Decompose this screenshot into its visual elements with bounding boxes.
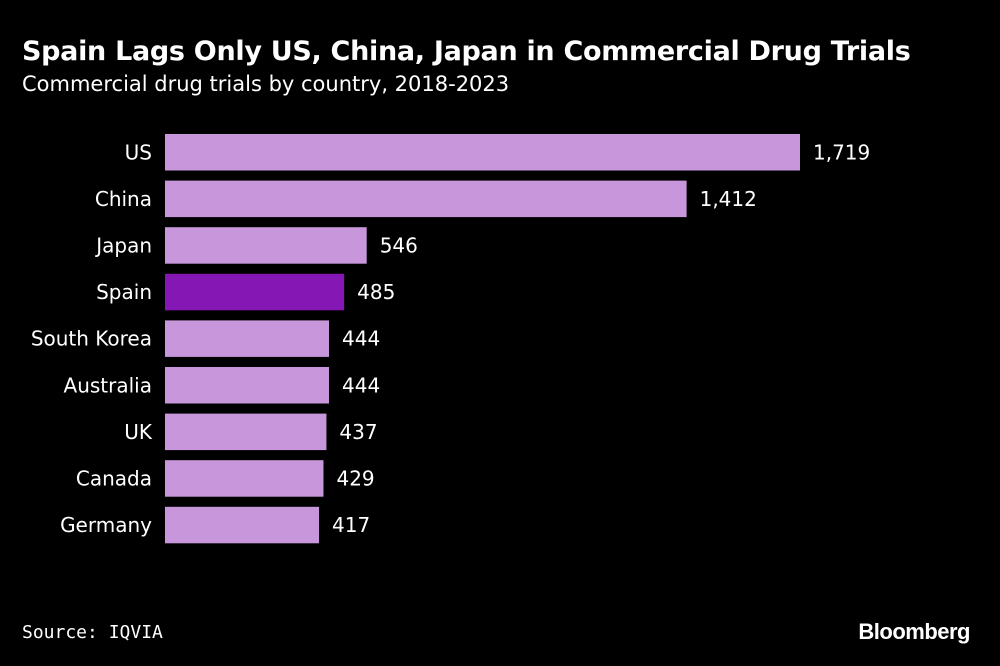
- category-label: Japan: [94, 233, 152, 257]
- bar-us: [165, 134, 800, 171]
- category-label: Australia: [64, 373, 152, 397]
- chart-title: Spain Lags Only US, China, Japan in Comm…: [22, 36, 911, 67]
- source-note: Source: IQVIA: [22, 622, 163, 643]
- bar-uk: [165, 413, 327, 451]
- value-label: 417: [332, 513, 370, 537]
- chart-subtitle: Commercial drug trials by country, 2018-…: [22, 72, 510, 96]
- value-label: 444: [342, 373, 380, 397]
- value-label: 546: [380, 233, 418, 257]
- category-label: South Korea: [31, 327, 152, 351]
- value-label: 1,719: [813, 140, 870, 164]
- bar-spain: [165, 273, 345, 311]
- bar-japan: [165, 227, 367, 264]
- category-label: Spain: [96, 280, 152, 304]
- bar-australia: [165, 367, 330, 404]
- bar-china: [165, 180, 687, 218]
- value-label: 437: [339, 420, 377, 444]
- category-label: Canada: [76, 466, 152, 490]
- category-label: Germany: [60, 513, 152, 537]
- value-label: 444: [342, 327, 380, 351]
- value-label: 429: [336, 466, 374, 490]
- category-label: US: [125, 140, 152, 164]
- value-label: 485: [357, 280, 395, 304]
- category-label: UK: [124, 420, 153, 444]
- bar-germany: [165, 506, 320, 544]
- bloomberg-logo: Bloomberg: [858, 619, 970, 644]
- category-label: China: [95, 187, 152, 211]
- bar-canada: [165, 460, 324, 497]
- bar-south-korea: [165, 320, 330, 357]
- value-label: 1,412: [700, 187, 757, 211]
